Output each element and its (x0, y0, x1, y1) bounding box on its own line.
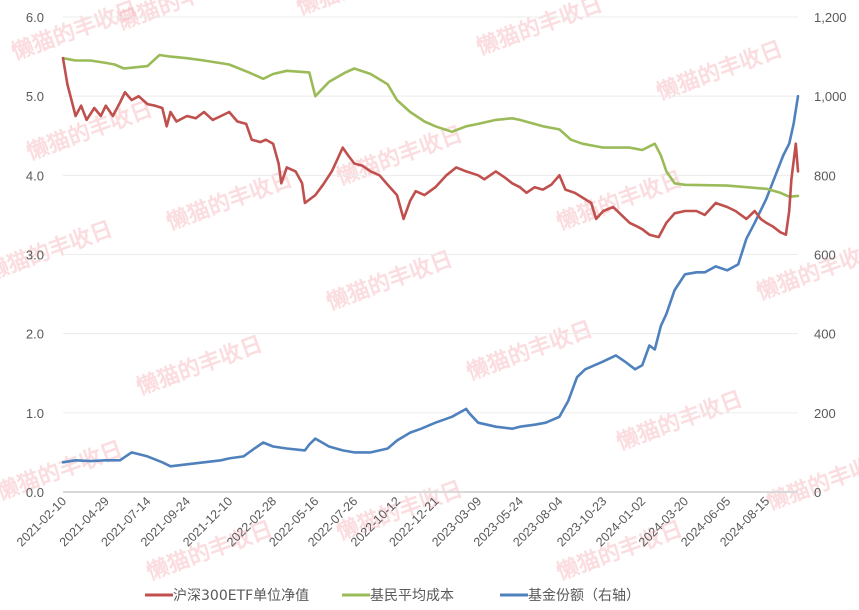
watermark-text: 懒猫的丰收日 (463, 316, 596, 386)
y-axis-right: 0 200 400 600 800 1,000 1,200 (814, 10, 847, 500)
watermark-text: 懒猫的丰收日 (763, 446, 859, 516)
y-left-tick-label: 6.0 (26, 10, 44, 25)
y-left-tick-label: 4.0 (26, 168, 44, 183)
y-right-tick-label: 400 (814, 327, 836, 342)
watermark-text: 懒猫的丰收日 (613, 386, 746, 456)
watermark-text: 懒猫的丰收日 (133, 331, 266, 401)
y-left-tick-label: 5.0 (26, 89, 44, 104)
y-right-tick-label: 1,000 (814, 89, 847, 104)
legend-label: 基金份额（右轴） (528, 587, 640, 604)
watermark-text: 懒猫的丰收日 (333, 121, 466, 191)
y-left-tick-label: 0.0 (26, 485, 44, 500)
y-left-tick-label: 1.0 (26, 406, 44, 421)
watermark-text: 懒猫的丰收日 (0, 436, 126, 506)
series-layer (61, 53, 800, 468)
watermark-text: 懒猫的丰收日 (293, 0, 426, 21)
y-right-tick-label: 1,200 (814, 10, 847, 25)
series-line (61, 56, 800, 239)
series-line (61, 94, 800, 468)
legend-label: 沪深300ETF单位净值 (173, 588, 309, 604)
y-left-tick-label: 3.0 (26, 248, 44, 263)
watermark-text: 懒猫的丰收日 (163, 166, 296, 236)
watermark-text: 懒猫的丰收日 (753, 236, 859, 306)
watermark-text: 懒猫的丰收日 (323, 246, 456, 316)
watermark-text: 懒猫的丰收日 (0, 216, 116, 286)
y-left-tick-label: 2.0 (26, 327, 44, 342)
watermark-text: 懒猫的丰收日 (653, 36, 786, 106)
watermark-text: 懒猫的丰收日 (473, 0, 606, 61)
y-right-tick-label: 0 (814, 485, 821, 500)
legend: 沪深300ETF单位净值 基民平均成本 基金份额（右轴） (145, 587, 640, 604)
gridlines (63, 16, 798, 493)
y-axis-left: 0.0 1.0 2.0 3.0 4.0 5.0 6.0 (26, 10, 44, 500)
y-right-tick-label: 600 (814, 248, 836, 263)
legend-label: 基民平均成本 (370, 587, 454, 604)
y-right-tick-label: 800 (814, 168, 836, 183)
y-right-tick-label: 200 (814, 406, 836, 421)
watermark-text: 懒猫的丰收日 (23, 96, 156, 166)
series-line (61, 53, 800, 198)
